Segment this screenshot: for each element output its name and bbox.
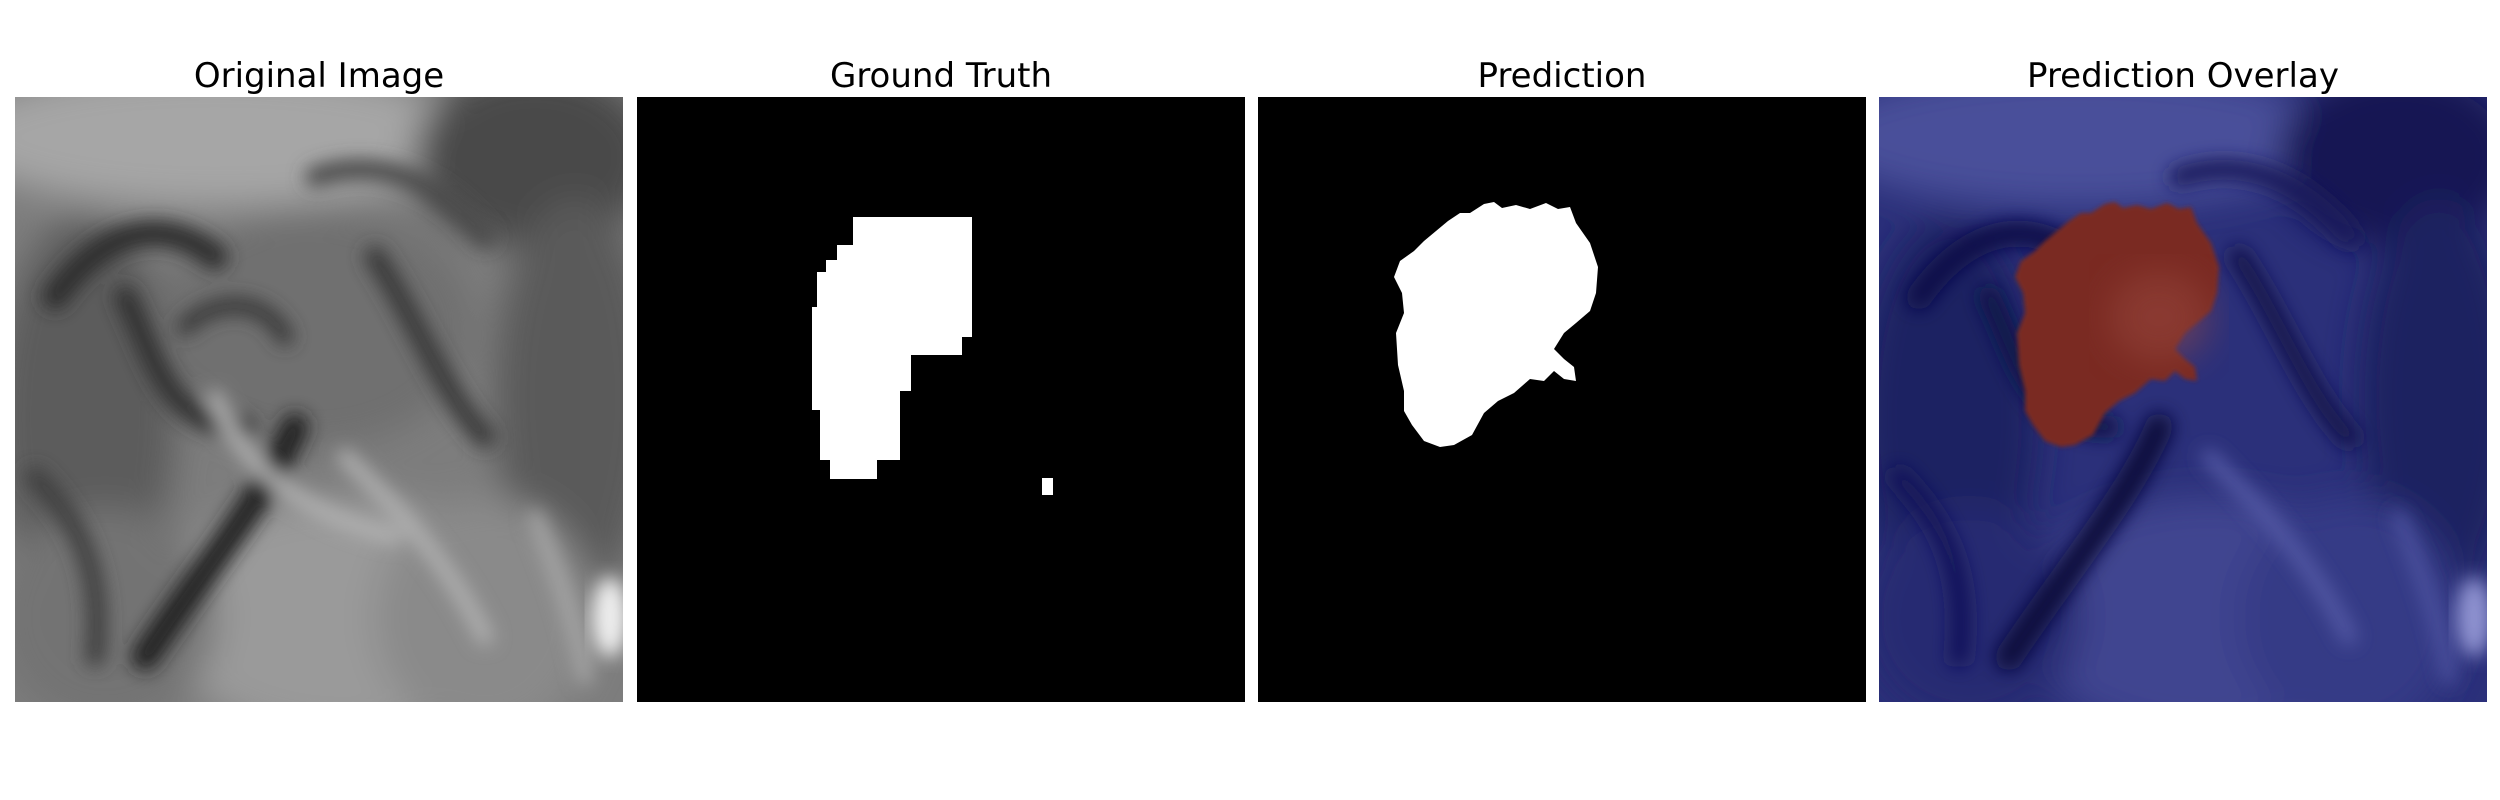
panel-prediction: Prediction [1258, 0, 1866, 800]
prediction-mask [1258, 97, 1866, 702]
prediction-region [1394, 202, 1598, 447]
ground-truth-mask [637, 97, 1245, 702]
panel-title-original: Original Image [193, 56, 445, 96]
ground-truth-region [812, 217, 972, 479]
panel-ground-truth: Ground Truth [637, 0, 1245, 800]
ground-truth-speck [1042, 478, 1053, 495]
prediction-overlay-image [1879, 97, 2487, 702]
panel-title-ground-truth: Ground Truth [829, 56, 1053, 96]
panel-original-image: Original Image [15, 0, 623, 800]
original-mri-image [15, 97, 623, 702]
panel-prediction-overlay: Prediction Overlay [1879, 0, 2487, 800]
panel-title-overlay: Prediction Overlay [2027, 56, 2339, 96]
panel-title-prediction: Prediction [1477, 56, 1647, 96]
